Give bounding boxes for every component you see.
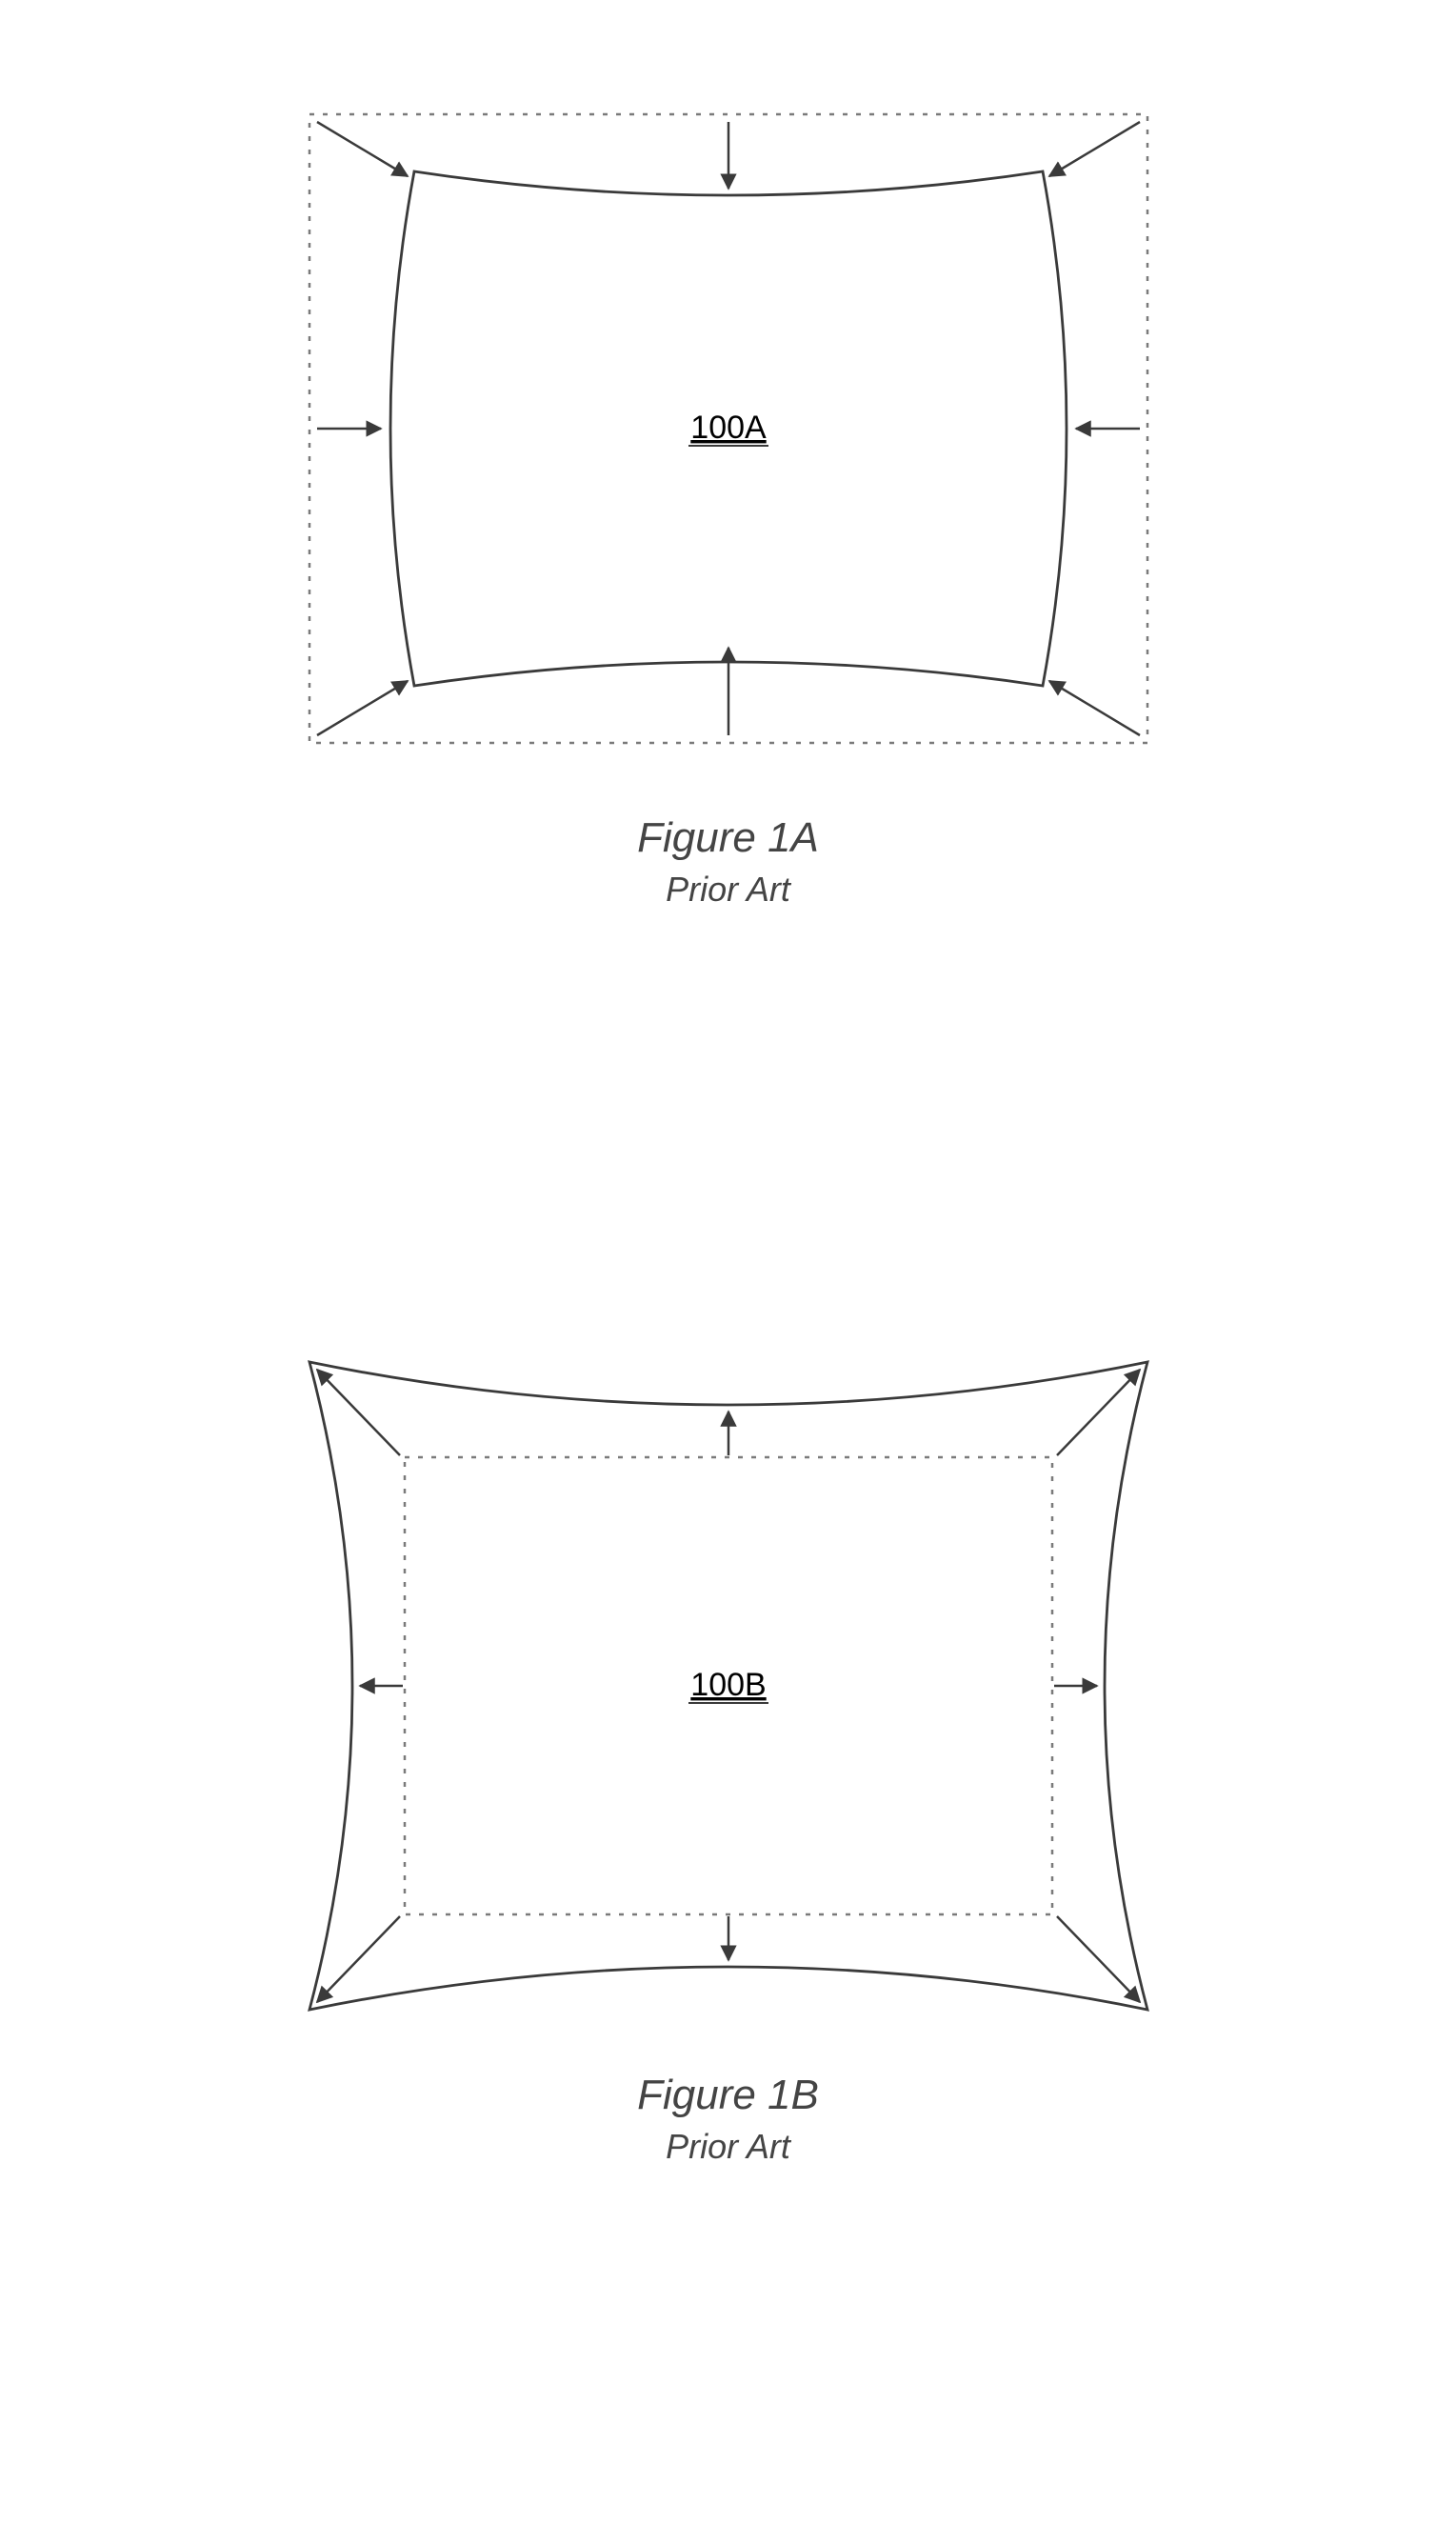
ref-label-100a: 100A (690, 410, 767, 446)
arrow-tr (1049, 122, 1140, 176)
ref-label-100b: 100B (690, 1667, 766, 1703)
figure-1b-sub: Prior Art (252, 2127, 1205, 2167)
figure-1b-caption: Figure 1B Prior Art (252, 2072, 1205, 2167)
figure-1a: 100A Figure 1A Prior Art (252, 76, 1205, 910)
figure-1b: 100B Figure 1B Prior Art (252, 1333, 1205, 2167)
arrow-br-out (1057, 1916, 1140, 2002)
arrow-tl-out (317, 1370, 400, 1455)
arrow-bl-out (317, 1916, 400, 2002)
arrow-tl (317, 122, 408, 176)
arrow-tr-out (1057, 1370, 1140, 1455)
figure-1a-sub: Prior Art (252, 870, 1205, 910)
figure-1a-caption: Figure 1A Prior Art (252, 814, 1205, 910)
figure-1b-title: Figure 1B (252, 2072, 1205, 2119)
figure-1b-svg: 100B (252, 1333, 1205, 2038)
arrow-br (1049, 681, 1140, 735)
figure-1a-svg: 100A (252, 76, 1205, 781)
figure-1a-title: Figure 1A (252, 814, 1205, 862)
arrow-bl (317, 681, 408, 735)
